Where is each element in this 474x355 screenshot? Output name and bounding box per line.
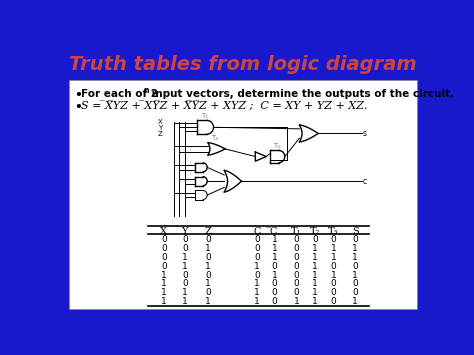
Text: 0: 0 — [272, 297, 278, 306]
Text: For each of 2: For each of 2 — [81, 89, 158, 99]
Text: 1: 1 — [272, 244, 278, 253]
Text: 1: 1 — [353, 253, 358, 262]
Text: Z: Z — [158, 131, 163, 137]
Text: 0: 0 — [293, 235, 299, 244]
Text: 1: 1 — [182, 297, 188, 306]
Text: 0: 0 — [205, 235, 211, 244]
Text: S = ̅X̅YZ + ̅XY̅Z + X̅Y̅Z + XYZ ;  C = XY + YZ + XZ.: S = ̅X̅YZ + ̅XY̅Z + X̅Y̅Z + XYZ ; C = XY… — [81, 101, 367, 111]
Text: 1: 1 — [254, 297, 260, 306]
Text: 1: 1 — [312, 297, 318, 306]
Text: T₂: T₂ — [211, 135, 218, 141]
Text: 1: 1 — [161, 288, 167, 297]
Text: 1: 1 — [312, 271, 318, 279]
Text: 1: 1 — [331, 244, 337, 253]
Text: 0: 0 — [161, 235, 167, 244]
Text: 1: 1 — [254, 279, 260, 288]
Text: 0: 0 — [254, 271, 260, 279]
Text: X: X — [158, 119, 163, 125]
Text: 0: 0 — [161, 262, 167, 271]
Text: 0: 0 — [272, 262, 278, 271]
Text: 0: 0 — [353, 279, 358, 288]
Text: 0: 0 — [293, 288, 299, 297]
Text: 0: 0 — [205, 253, 211, 262]
Text: T₃: T₃ — [273, 143, 280, 149]
Text: 0: 0 — [182, 235, 188, 244]
Text: 1: 1 — [331, 253, 337, 262]
Text: 0: 0 — [182, 279, 188, 288]
Text: 0: 0 — [331, 262, 337, 271]
Text: 0: 0 — [331, 235, 337, 244]
Text: T₂: T₂ — [310, 228, 320, 236]
Text: n: n — [144, 87, 149, 95]
Text: Z: Z — [205, 228, 211, 236]
Text: 1: 1 — [205, 262, 211, 271]
Text: 1: 1 — [353, 297, 358, 306]
Text: T₃: T₃ — [328, 228, 339, 236]
Text: 1: 1 — [161, 279, 167, 288]
Text: 1: 1 — [272, 253, 278, 262]
Text: 1: 1 — [312, 262, 318, 271]
Text: 0: 0 — [272, 279, 278, 288]
Text: 1: 1 — [182, 288, 188, 297]
Text: 1: 1 — [353, 271, 358, 279]
Text: •: • — [75, 89, 82, 102]
Text: 0: 0 — [161, 253, 167, 262]
Text: 0: 0 — [353, 288, 358, 297]
Text: Y: Y — [182, 228, 188, 236]
Text: 0: 0 — [293, 244, 299, 253]
Text: 0: 0 — [293, 279, 299, 288]
Text: C: C — [253, 228, 261, 236]
Text: 1: 1 — [205, 279, 211, 288]
Text: 1: 1 — [353, 244, 358, 253]
Text: 0: 0 — [205, 271, 211, 279]
Text: 1: 1 — [161, 297, 167, 306]
Text: 0: 0 — [182, 271, 188, 279]
Bar — [69, 80, 417, 309]
Text: 0: 0 — [254, 244, 260, 253]
Text: c: c — [363, 177, 367, 186]
Text: 0: 0 — [205, 288, 211, 297]
Text: Y: Y — [158, 125, 162, 131]
Text: 1: 1 — [272, 235, 278, 244]
Text: 0: 0 — [331, 297, 337, 306]
Text: 1: 1 — [331, 271, 337, 279]
Text: 1: 1 — [312, 288, 318, 297]
Text: 1: 1 — [254, 288, 260, 297]
Text: S: S — [352, 228, 359, 236]
Text: 0: 0 — [182, 244, 188, 253]
Text: 1: 1 — [205, 297, 211, 306]
Text: 0: 0 — [272, 288, 278, 297]
Text: 1: 1 — [254, 262, 260, 271]
Text: 0: 0 — [161, 244, 167, 253]
Text: X: X — [160, 228, 167, 236]
Text: 0: 0 — [293, 253, 299, 262]
Text: 0: 0 — [353, 262, 358, 271]
Text: 1: 1 — [272, 271, 278, 279]
Text: s: s — [363, 129, 367, 138]
Text: 1: 1 — [312, 244, 318, 253]
Text: 0: 0 — [312, 235, 318, 244]
Text: ̅C: ̅C — [271, 228, 278, 236]
Text: 1: 1 — [161, 271, 167, 279]
Text: 0: 0 — [293, 271, 299, 279]
Text: T₁: T₁ — [291, 228, 301, 236]
Text: T₁: T₁ — [201, 113, 208, 119]
Text: Truth tables from logic diagram: Truth tables from logic diagram — [69, 55, 417, 73]
Text: 0: 0 — [254, 253, 260, 262]
Text: 1: 1 — [182, 262, 188, 271]
Text: 0: 0 — [331, 279, 337, 288]
Text: 1: 1 — [182, 253, 188, 262]
Text: 1: 1 — [293, 297, 299, 306]
Text: 1: 1 — [312, 279, 318, 288]
Text: 0: 0 — [254, 235, 260, 244]
Text: •: • — [75, 101, 82, 114]
Text: input vectors, determine the outputs of the circuit.: input vectors, determine the outputs of … — [147, 89, 454, 99]
Text: 0: 0 — [293, 262, 299, 271]
Text: 0: 0 — [331, 288, 337, 297]
Text: 1: 1 — [312, 253, 318, 262]
Text: 1: 1 — [205, 244, 211, 253]
Text: 0: 0 — [353, 235, 358, 244]
